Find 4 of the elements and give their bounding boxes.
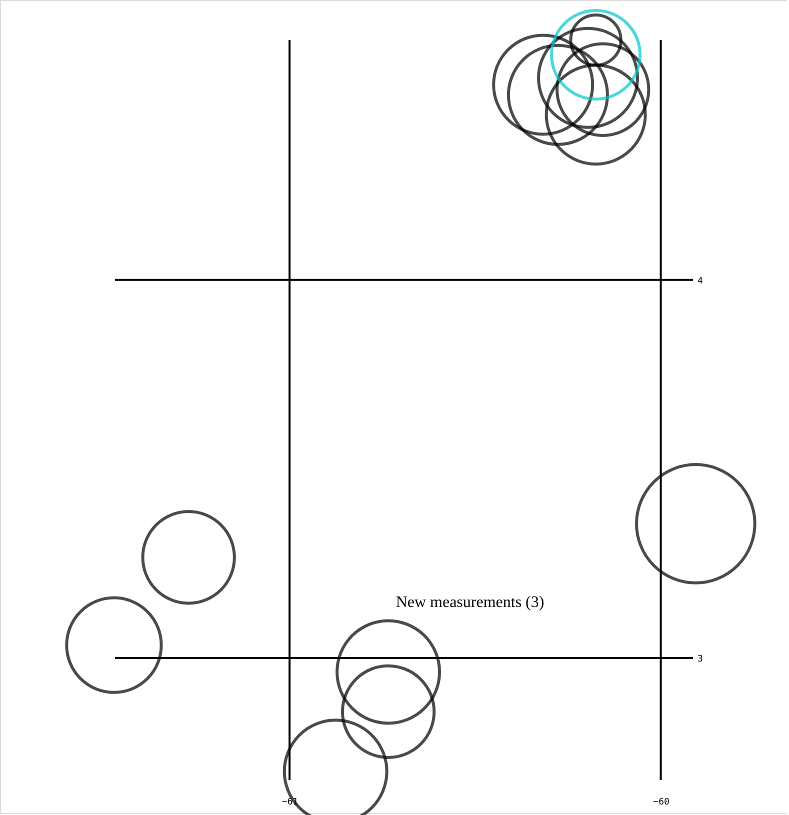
x-tick-label: −60 — [653, 798, 670, 808]
y-tick-label: 3 — [698, 654, 703, 664]
y-tick-label: 4 — [698, 276, 703, 286]
annotation: New measurements (3) — [396, 594, 544, 611]
